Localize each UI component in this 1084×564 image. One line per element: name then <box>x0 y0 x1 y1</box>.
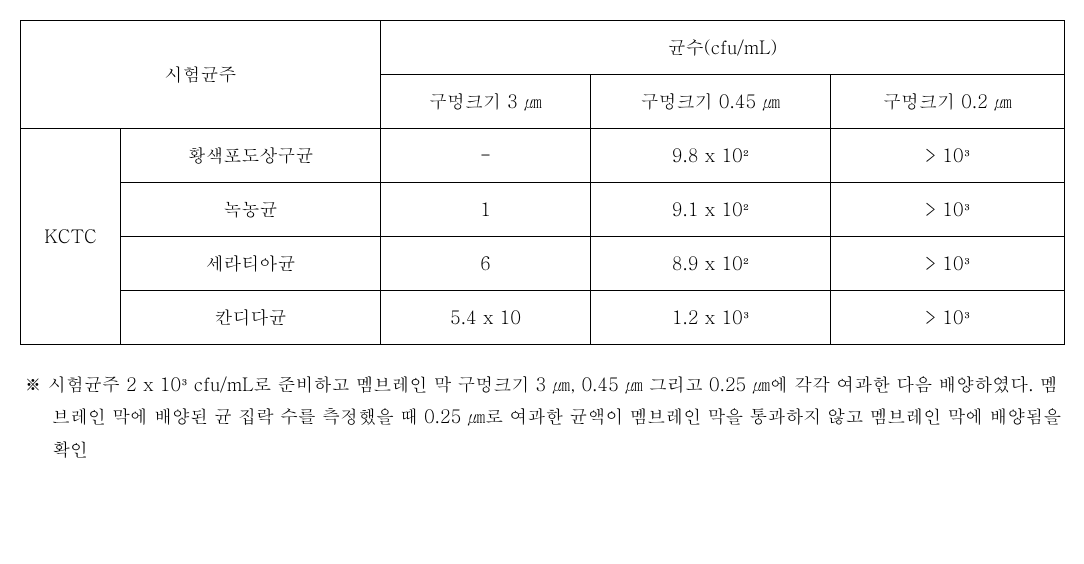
cell-value: 9.1 x 10² <box>591 183 831 237</box>
cell-value: 1 <box>381 183 591 237</box>
table-row: 녹농균 1 9.1 x 10² > 10³ <box>21 183 1065 237</box>
header-count-group: 균수(cfu/mL) <box>381 21 1065 75</box>
bacteria-count-table: 시험균주 균수(cfu/mL) 구멍크기 3 ㎛ 구멍크기 0.45 ㎛ 구멍크… <box>20 20 1065 345</box>
cell-value: 9.8 x 10² <box>591 129 831 183</box>
header-strain: 시험균주 <box>21 21 381 129</box>
strain-name: 황색포도상구균 <box>121 129 381 183</box>
strain-name: 세라티아균 <box>121 237 381 291</box>
cell-value: - <box>381 129 591 183</box>
table-row: 칸디다균 5.4 x 10 1.2 x 10³ > 10³ <box>21 291 1065 345</box>
cell-value: > 10³ <box>831 183 1065 237</box>
table-row: 세라티아균 6 8.9 x 10² > 10³ <box>21 237 1065 291</box>
strain-name: 칸디다균 <box>121 291 381 345</box>
cell-value: 6 <box>381 237 591 291</box>
cell-value: 1.2 x 10³ <box>591 291 831 345</box>
table-row: KCTC 황색포도상구균 - 9.8 x 10² > 10³ <box>21 129 1065 183</box>
footnote-text: ※ 시험균주 2 x 10³ cfu/mL로 준비하고 멤브레인 막 구멍크기 … <box>20 369 1072 466</box>
cell-value: > 10³ <box>831 291 1065 345</box>
cell-value: 5.4 x 10 <box>381 291 591 345</box>
cell-value: 8.9 x 10² <box>591 237 831 291</box>
cell-value: > 10³ <box>831 237 1065 291</box>
header-pore-045um: 구멍크기 0.45 ㎛ <box>591 75 831 129</box>
strain-name: 녹농균 <box>121 183 381 237</box>
cell-value: > 10³ <box>831 129 1065 183</box>
left-group-kctc: KCTC <box>21 129 121 345</box>
header-pore-3um: 구멍크기 3 ㎛ <box>381 75 591 129</box>
header-pore-02um: 구멍크기 0.2 ㎛ <box>831 75 1065 129</box>
header-row-1: 시험균주 균수(cfu/mL) <box>21 21 1065 75</box>
